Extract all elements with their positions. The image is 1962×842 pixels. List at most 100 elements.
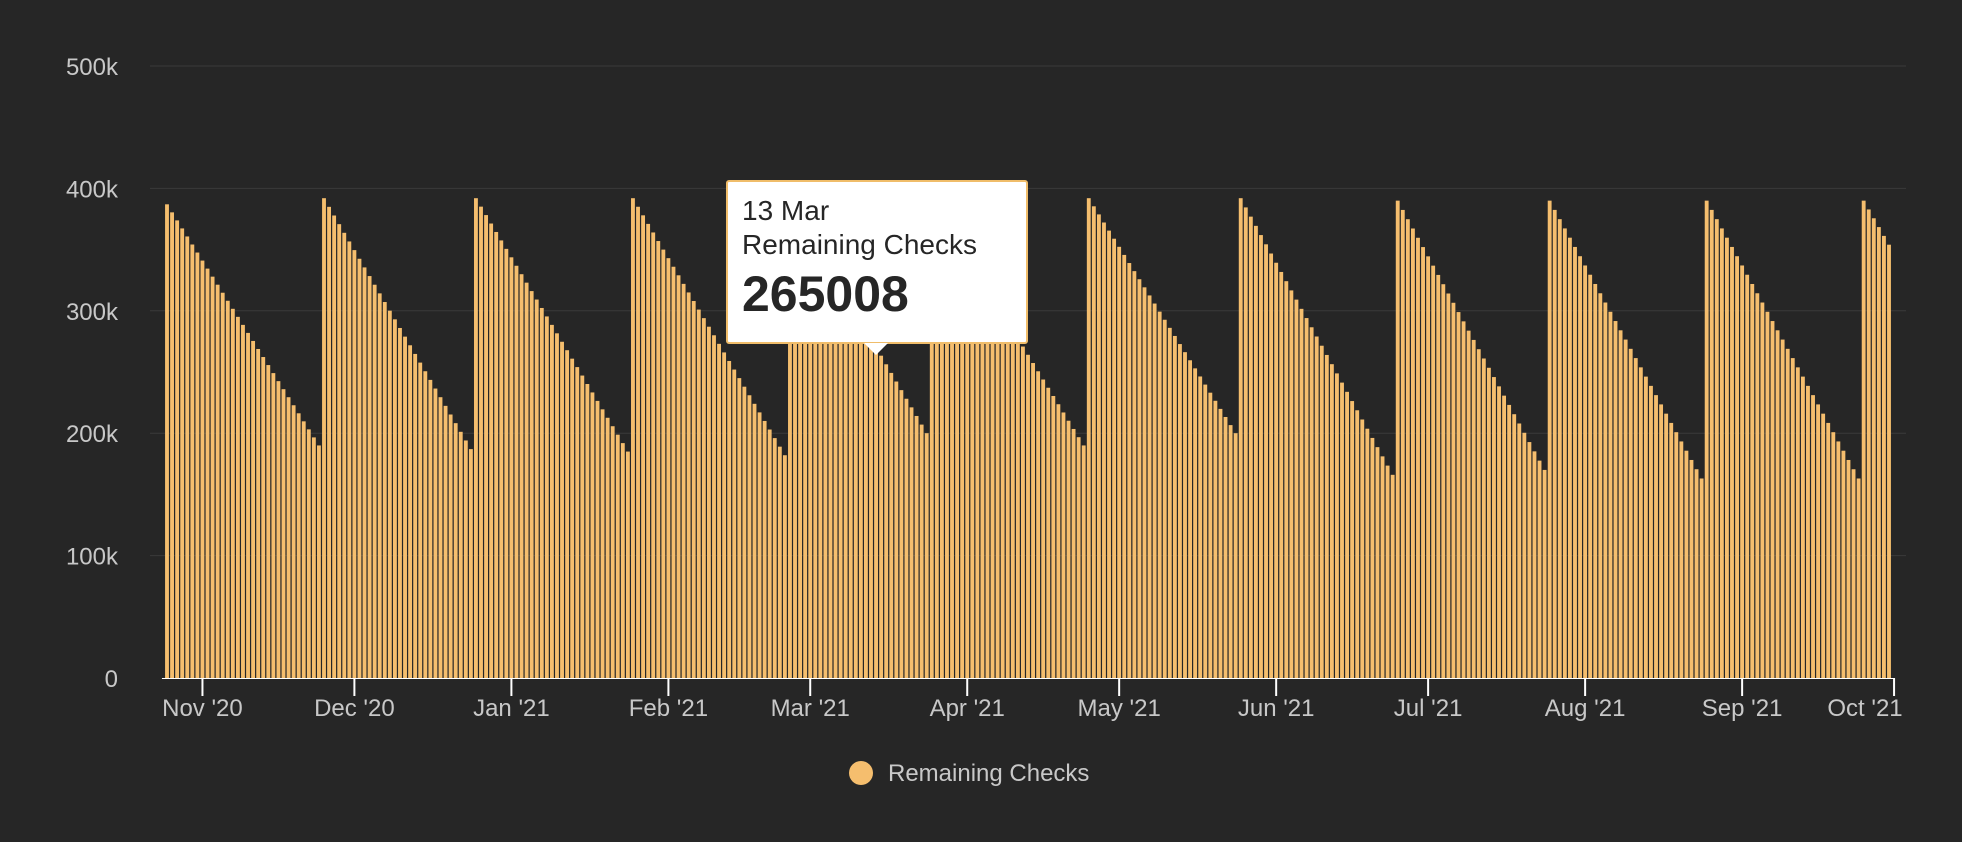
bar xyxy=(195,252,200,679)
bar xyxy=(1522,432,1527,678)
bar xyxy=(448,414,453,678)
bar xyxy=(646,223,651,678)
bar xyxy=(1836,441,1841,678)
bar xyxy=(1745,274,1750,678)
bar xyxy=(1183,352,1187,678)
bar xyxy=(600,409,605,678)
bar xyxy=(701,318,706,678)
x-tick-label: Aug '21 xyxy=(1545,695,1626,722)
bar xyxy=(1456,312,1461,678)
bar xyxy=(1775,330,1780,678)
bar xyxy=(1846,459,1851,678)
bar xyxy=(945,222,949,679)
bars xyxy=(165,198,1891,679)
bar xyxy=(772,438,777,678)
bar xyxy=(1882,235,1886,678)
bar xyxy=(742,386,747,678)
tooltip-series-name: Remaining Checks xyxy=(742,229,977,260)
bar xyxy=(1198,376,1203,678)
bar xyxy=(499,240,504,679)
bar xyxy=(555,333,559,678)
bar xyxy=(671,266,676,678)
bar xyxy=(1081,445,1086,678)
bar xyxy=(636,206,640,678)
bar xyxy=(585,384,590,678)
bar xyxy=(463,440,468,678)
bar xyxy=(762,420,767,678)
bar xyxy=(712,335,716,678)
bar xyxy=(423,371,428,678)
x-tick-label: Dec '20 xyxy=(314,695,395,722)
bar xyxy=(1567,237,1572,678)
bar xyxy=(1740,265,1745,678)
bar xyxy=(1026,354,1030,678)
bar xyxy=(924,433,929,678)
bar xyxy=(605,417,610,678)
bar xyxy=(625,451,630,678)
bar xyxy=(965,255,970,678)
bar xyxy=(1461,321,1466,678)
bar xyxy=(1512,414,1517,678)
bar xyxy=(322,198,326,678)
bar xyxy=(808,235,813,678)
bar xyxy=(879,355,884,678)
bar xyxy=(1203,384,1208,678)
bar xyxy=(1643,376,1648,678)
bar xyxy=(884,364,889,678)
bar xyxy=(1689,459,1694,678)
bar xyxy=(534,299,539,678)
bar xyxy=(200,260,205,678)
bar xyxy=(782,455,787,678)
y-tick-label: 500k xyxy=(66,54,119,81)
bar xyxy=(1243,207,1248,678)
bar xyxy=(894,381,899,678)
bar xyxy=(960,247,965,678)
bar xyxy=(651,232,656,678)
chart-tooltip: 13 Mar Remaining Checks 265008 xyxy=(726,180,1028,344)
bar xyxy=(1593,283,1598,678)
bar xyxy=(327,206,331,678)
bar xyxy=(220,292,225,678)
bar xyxy=(1147,295,1152,678)
bar xyxy=(1532,451,1537,678)
x-tick-label: Jun '21 xyxy=(1238,695,1315,722)
bar xyxy=(215,284,220,678)
bar xyxy=(1269,253,1274,678)
bar xyxy=(1279,271,1284,678)
bar xyxy=(1365,428,1370,678)
bar xyxy=(1228,425,1233,678)
bar xyxy=(1233,433,1238,678)
x-tick-label: Oct '21 xyxy=(1827,695,1902,722)
bar xyxy=(1588,274,1593,678)
bar xyxy=(1309,327,1314,678)
bar xyxy=(757,412,762,678)
bar xyxy=(1750,283,1755,678)
bar xyxy=(1821,413,1826,678)
bar xyxy=(509,257,514,678)
bar xyxy=(524,282,529,678)
bar xyxy=(752,403,757,678)
bar xyxy=(1735,256,1739,678)
bar xyxy=(1659,404,1664,678)
bar xyxy=(1117,246,1122,678)
bar xyxy=(590,392,595,678)
bar xyxy=(1876,227,1881,678)
bar xyxy=(1694,469,1699,678)
bar xyxy=(225,300,230,678)
bar xyxy=(1583,265,1588,678)
bar xyxy=(398,327,402,678)
bar xyxy=(939,214,944,678)
bar xyxy=(372,284,377,678)
bar xyxy=(1795,367,1800,678)
bar xyxy=(1633,358,1638,678)
bar xyxy=(1613,321,1618,678)
bar xyxy=(1324,354,1329,678)
bar xyxy=(1451,302,1456,678)
bar xyxy=(205,268,210,678)
bar xyxy=(1887,244,1891,678)
bar xyxy=(1071,428,1076,678)
bar xyxy=(1537,460,1542,678)
bar xyxy=(1831,432,1836,678)
bar xyxy=(484,215,488,678)
